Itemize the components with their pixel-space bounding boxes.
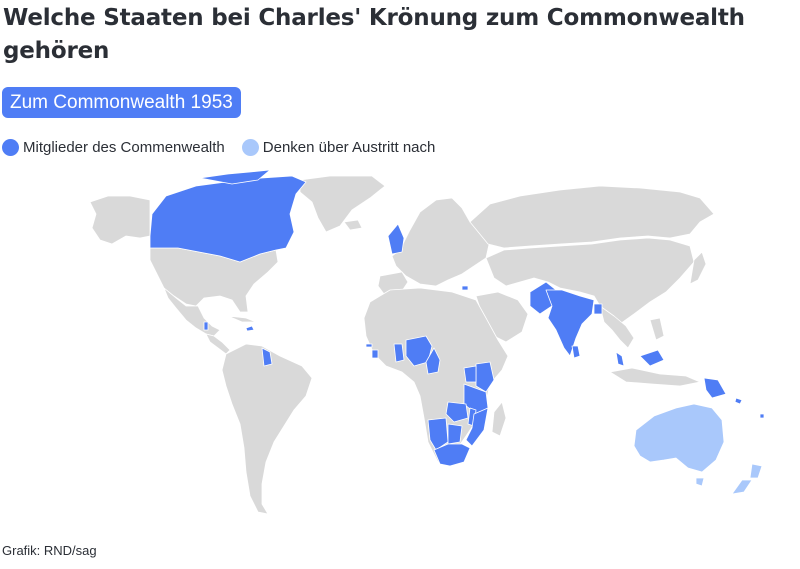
- legend-label-considering-exit: Denken über Austritt nach: [262, 138, 436, 156]
- world-map: [0, 168, 800, 538]
- legend-item-members: Mitglieder des Commenwealth: [2, 138, 225, 156]
- country-indonesia: [609, 367, 701, 387]
- country-kenya: [475, 361, 495, 393]
- country-usa: [149, 247, 279, 313]
- country-australia: [633, 403, 725, 473]
- country-jamaica: [245, 325, 255, 332]
- country-asia: [485, 237, 695, 325]
- country-fiji: [759, 413, 765, 419]
- country-guyana: [261, 347, 273, 367]
- legend-label-members: Mitglieder des Commenwealth: [23, 138, 225, 156]
- source-credit: Grafik: RND/sag: [2, 543, 97, 558]
- country-new-zealand-north: [749, 463, 763, 479]
- country-united-kingdom: [387, 223, 405, 255]
- country-greenland: [299, 175, 386, 233]
- legend-item-considering-exit: Denken über Austritt nach: [241, 138, 436, 156]
- map-commonwealth-members: [149, 169, 765, 467]
- country-sierra-leone: [371, 349, 379, 359]
- country-cuba: [227, 315, 257, 323]
- country-bangladesh: [593, 303, 603, 315]
- country-japan: [689, 251, 707, 285]
- tab-commonwealth-1953[interactable]: Zum Commonwealth 1953: [2, 87, 241, 118]
- country-malaysia-borneo: [639, 349, 665, 367]
- country-mozambique: [465, 407, 489, 447]
- country-botswana: [447, 423, 463, 445]
- chart-title: Welche Staaten bei Charles' Krönung zum …: [3, 5, 745, 64]
- country-ghana: [393, 343, 405, 363]
- country-tasmania: [695, 477, 705, 487]
- country-se-asia: [599, 305, 635, 349]
- country-malaysia-peninsula: [615, 351, 625, 367]
- country-madagascar: [491, 401, 507, 437]
- country-south-africa: [433, 443, 471, 467]
- country-uganda: [463, 365, 477, 383]
- country-belize: [203, 321, 209, 331]
- country-alaska: [89, 195, 151, 245]
- country-zambia: [445, 401, 469, 423]
- country-south-america: [221, 343, 313, 515]
- country-central-america: [205, 333, 231, 355]
- country-india: [545, 289, 595, 357]
- country-papua-new-guinea: [703, 377, 727, 399]
- country-iceland: [343, 219, 363, 231]
- country-philippines: [649, 317, 665, 341]
- country-russia: [469, 185, 715, 249]
- country-solomon-islands: [734, 397, 743, 405]
- country-canada: [149, 175, 307, 263]
- country-europe: [391, 197, 491, 287]
- world-map-svg: [89, 169, 765, 515]
- country-gambia: [365, 343, 373, 348]
- legend: Mitglieder des Commenwealth Denken über …: [2, 137, 452, 157]
- map-considering-exit: [633, 403, 763, 495]
- country-canada-islands: [199, 169, 271, 185]
- country-sri-lanka: [571, 345, 581, 359]
- legend-swatch-members: [2, 138, 19, 156]
- country-cyprus: [461, 285, 469, 291]
- country-new-zealand-south: [731, 479, 753, 495]
- country-cameroon: [425, 347, 441, 375]
- legend-swatch-considering-exit: [241, 138, 259, 156]
- country-namibia: [427, 417, 449, 451]
